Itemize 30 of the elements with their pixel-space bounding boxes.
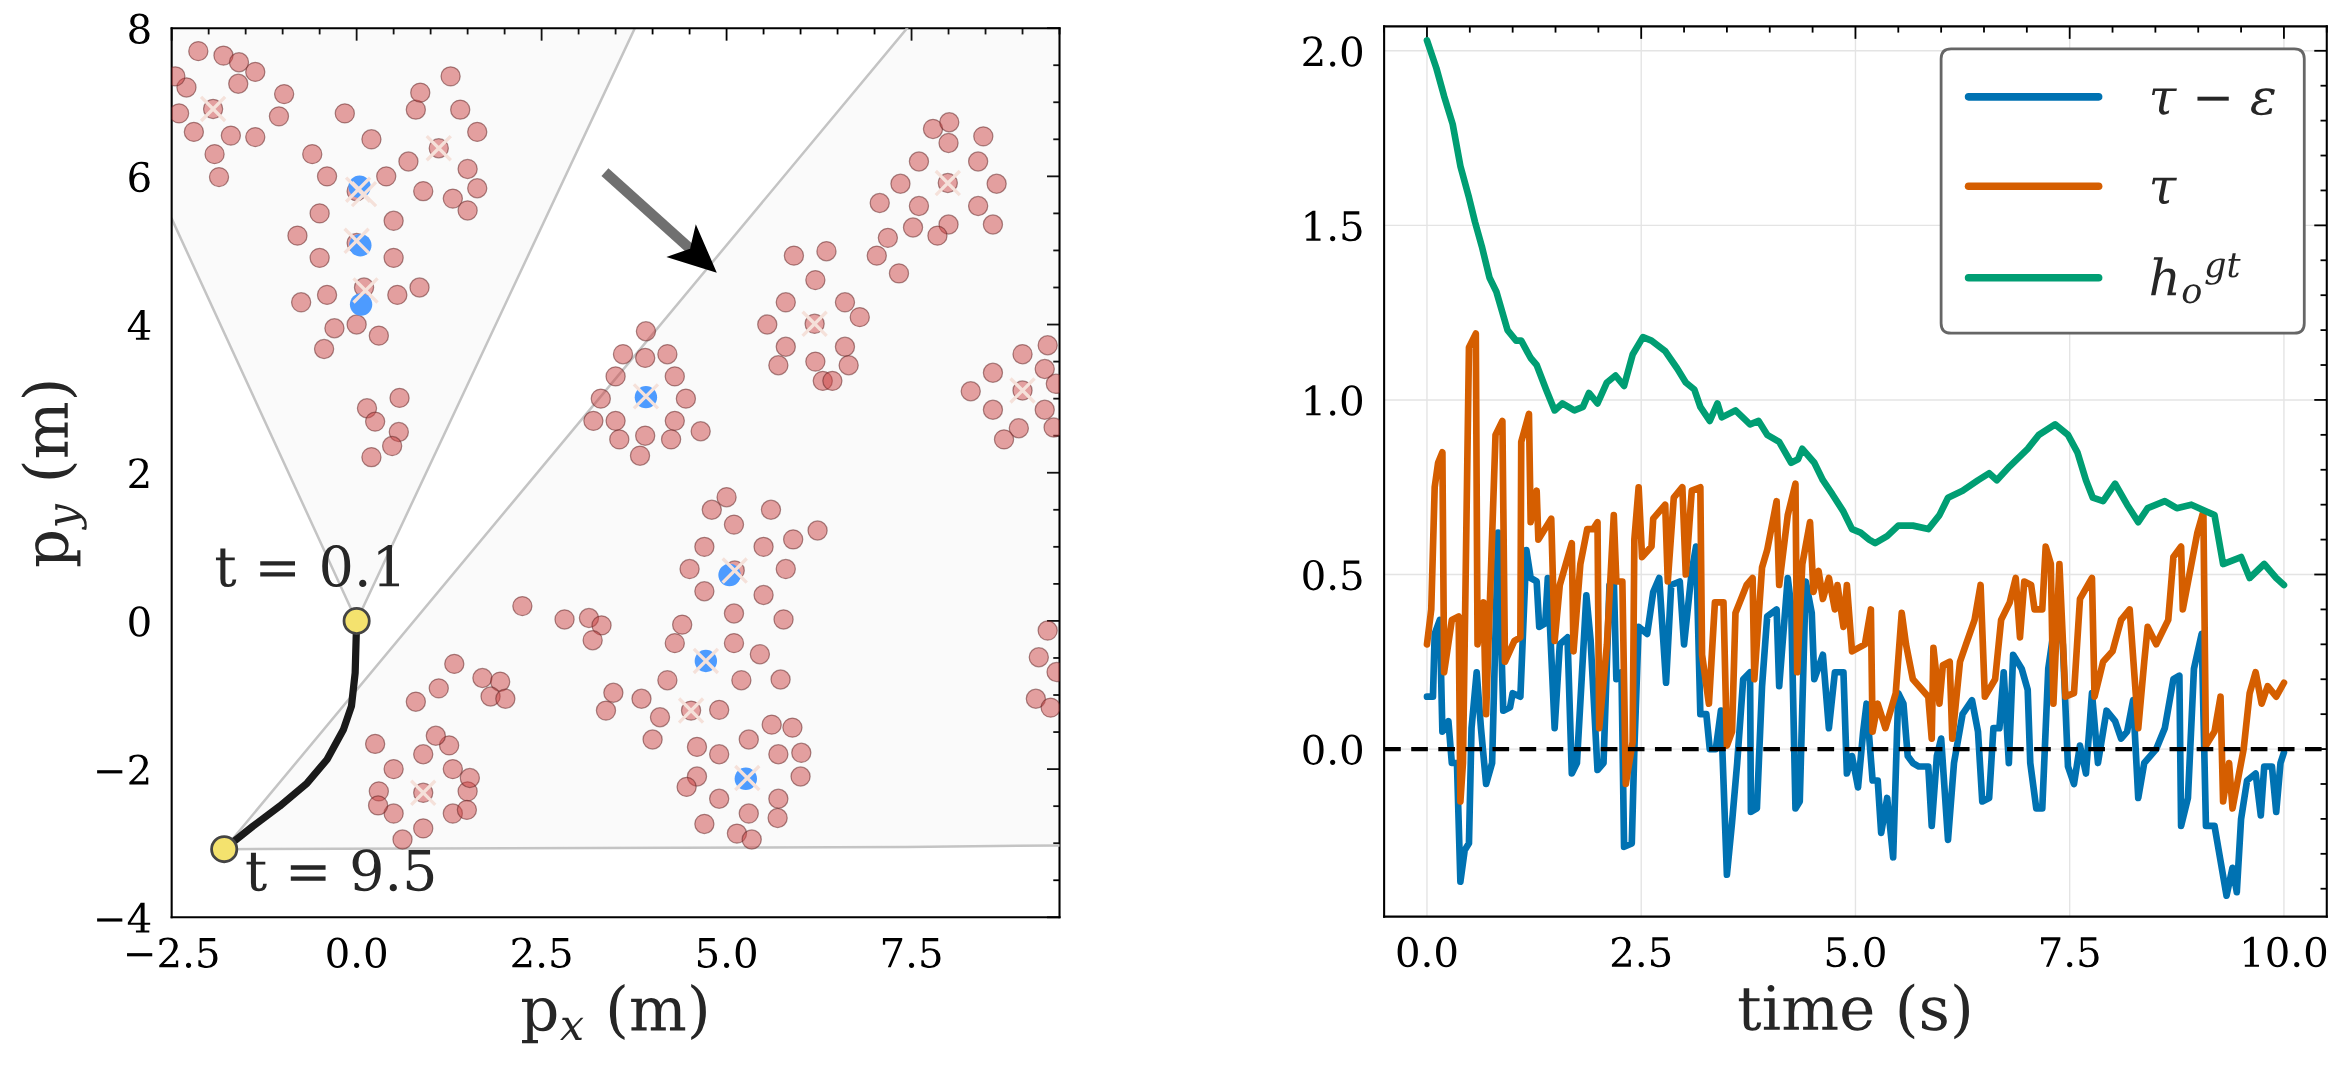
y-tick-label: 1.5	[1305, 210, 1362, 242]
x-tick-label: 7.5	[882, 937, 941, 968]
x-tick-label: 0.0	[327, 937, 386, 968]
x-tick-label: 5.0	[697, 937, 756, 968]
y-tick-label: 6	[129, 161, 150, 193]
y-tick-label: 4	[127, 309, 151, 340]
legend-label: τ − ε	[2151, 88, 2275, 116]
y-tick-label: −2	[97, 754, 149, 785]
legend-label: h$_{o}$$^{gt}$	[2151, 253, 2241, 304]
legend-label: τ	[2151, 177, 2177, 205]
x-tick-label: −2.5	[127, 937, 218, 968]
y-tick-label: 2.0	[1303, 36, 1362, 67]
x-axis-title: p$_{x}$ (m)	[522, 984, 706, 1044]
x-tick-label: 5.0	[1826, 936, 1885, 968]
x-axis-title: time (s)	[1738, 983, 1969, 1040]
x-tick-label: 2.5	[1611, 936, 1671, 968]
y-tick-label: 8	[129, 13, 150, 45]
x-tick-label: 2.5	[512, 937, 571, 968]
y-tick-label: 0.0	[1303, 734, 1362, 765]
annotation: t = 9.5	[246, 849, 434, 892]
annotation: t = 0.1	[215, 545, 400, 588]
x-tick-label: 7.5	[2041, 937, 2099, 968]
y-tick-label: −4	[97, 902, 151, 933]
y-axis-title: p$_{y}$ (m)	[21, 382, 87, 567]
y-tick-label: 1.0	[1305, 385, 1362, 416]
y-tick-label: 0	[129, 606, 150, 637]
x-tick-label: 10.0	[2244, 936, 2327, 968]
y-tick-label: 0.5	[1303, 559, 1362, 591]
y-tick-label: 2	[129, 458, 149, 489]
x-tick-label: 0.0	[1397, 936, 1457, 968]
